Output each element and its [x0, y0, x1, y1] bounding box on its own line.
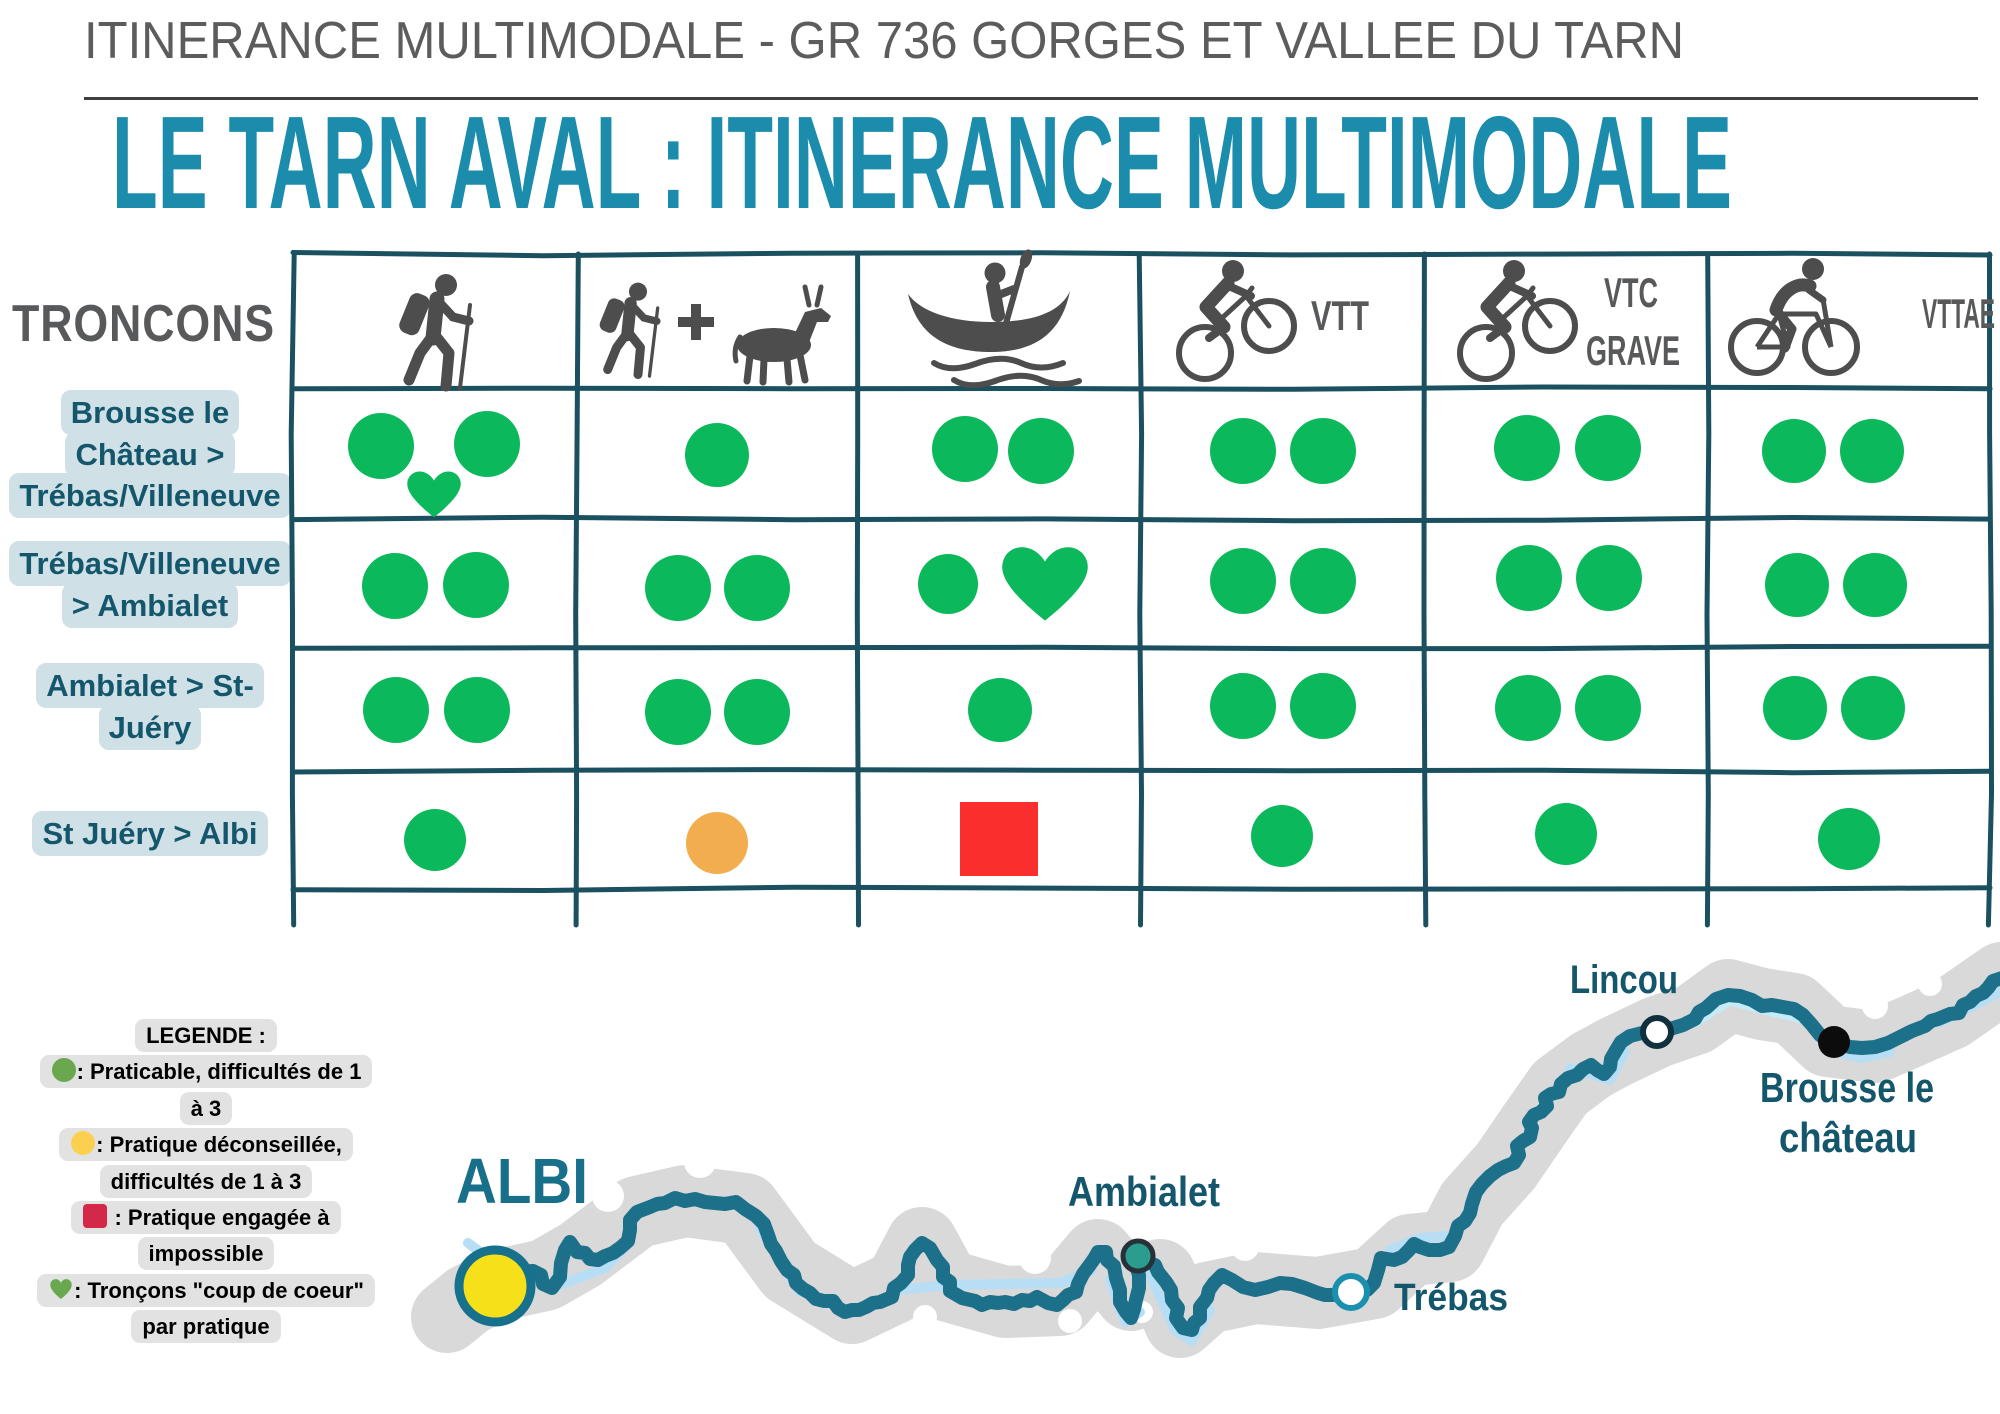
svg-text:VTTAE: VTTAE: [1922, 290, 1995, 337]
svg-text:VTC: VTC: [1604, 269, 1658, 316]
svg-text:ALBI: ALBI: [456, 1145, 588, 1217]
svg-text:Ambialet: Ambialet: [1068, 1168, 1220, 1215]
svg-text:VTT: VTT: [1311, 292, 1369, 339]
svg-text:Trébas: Trébas: [1394, 1277, 1508, 1319]
svg-text:Brousse le: Brousse le: [1760, 1064, 1934, 1111]
svg-text:Lincou: Lincou: [1570, 958, 1678, 1002]
svg-text:GRAVE: GRAVE: [1586, 327, 1680, 374]
svg-text:château: château: [1779, 1114, 1917, 1161]
